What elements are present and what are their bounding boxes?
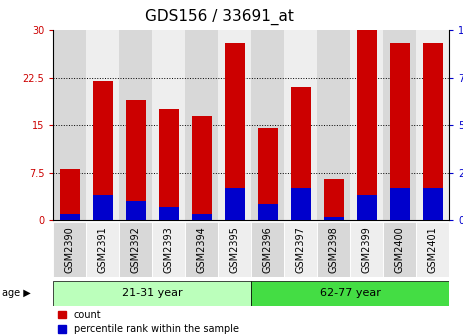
Bar xyxy=(251,222,284,277)
Legend: count, percentile rank within the sample: count, percentile rank within the sample xyxy=(58,310,238,335)
Bar xyxy=(416,222,449,277)
Bar xyxy=(258,204,277,220)
Bar xyxy=(225,43,244,220)
Text: 62-77 year: 62-77 year xyxy=(320,288,381,298)
Bar xyxy=(159,207,179,220)
Bar xyxy=(317,222,350,277)
Bar xyxy=(192,214,212,220)
Text: GSM2398: GSM2398 xyxy=(329,226,338,273)
Bar xyxy=(284,222,317,277)
Bar xyxy=(185,30,218,220)
Text: GSM2390: GSM2390 xyxy=(65,226,75,273)
Bar xyxy=(423,43,443,220)
Bar xyxy=(218,222,251,277)
Title: GDS156 / 33691_at: GDS156 / 33691_at xyxy=(145,9,294,25)
Bar xyxy=(119,222,152,277)
Bar xyxy=(126,201,145,220)
Text: GSM2391: GSM2391 xyxy=(98,226,108,273)
Bar xyxy=(251,281,449,306)
Bar xyxy=(152,222,185,277)
Text: GSM2399: GSM2399 xyxy=(362,226,372,273)
Text: GSM2397: GSM2397 xyxy=(296,226,306,273)
Bar xyxy=(291,87,311,220)
Bar xyxy=(218,30,251,220)
Bar xyxy=(423,188,443,220)
Text: GSM2396: GSM2396 xyxy=(263,226,273,273)
Bar xyxy=(225,188,244,220)
Bar xyxy=(317,30,350,220)
Bar xyxy=(390,188,409,220)
Bar xyxy=(251,30,284,220)
Bar xyxy=(53,222,86,277)
Bar xyxy=(119,30,152,220)
Bar xyxy=(350,222,383,277)
Bar xyxy=(53,30,86,220)
Bar xyxy=(93,81,113,220)
Bar xyxy=(357,30,376,220)
Text: GSM2392: GSM2392 xyxy=(131,226,141,273)
Bar xyxy=(383,222,416,277)
Bar xyxy=(185,222,218,277)
Bar xyxy=(390,43,409,220)
Text: age ▶: age ▶ xyxy=(2,288,31,298)
Bar xyxy=(350,30,383,220)
Bar xyxy=(192,116,212,220)
Text: GSM2393: GSM2393 xyxy=(164,226,174,273)
Bar xyxy=(383,30,416,220)
Text: GSM2400: GSM2400 xyxy=(394,226,405,273)
Bar xyxy=(86,222,119,277)
Bar xyxy=(159,109,179,220)
Text: GSM2401: GSM2401 xyxy=(428,226,438,273)
Bar xyxy=(126,100,145,220)
Bar xyxy=(258,128,277,220)
Bar xyxy=(60,169,80,220)
Bar xyxy=(284,30,317,220)
Bar xyxy=(324,179,344,220)
Bar xyxy=(324,217,344,220)
Bar xyxy=(357,195,376,220)
Bar xyxy=(152,30,185,220)
Text: 21-31 year: 21-31 year xyxy=(122,288,182,298)
Bar xyxy=(416,30,449,220)
Text: GSM2395: GSM2395 xyxy=(230,226,240,273)
Bar xyxy=(86,30,119,220)
Text: GSM2394: GSM2394 xyxy=(197,226,206,273)
Bar xyxy=(93,195,113,220)
Bar xyxy=(60,214,80,220)
Bar xyxy=(53,281,251,306)
Bar xyxy=(291,188,311,220)
